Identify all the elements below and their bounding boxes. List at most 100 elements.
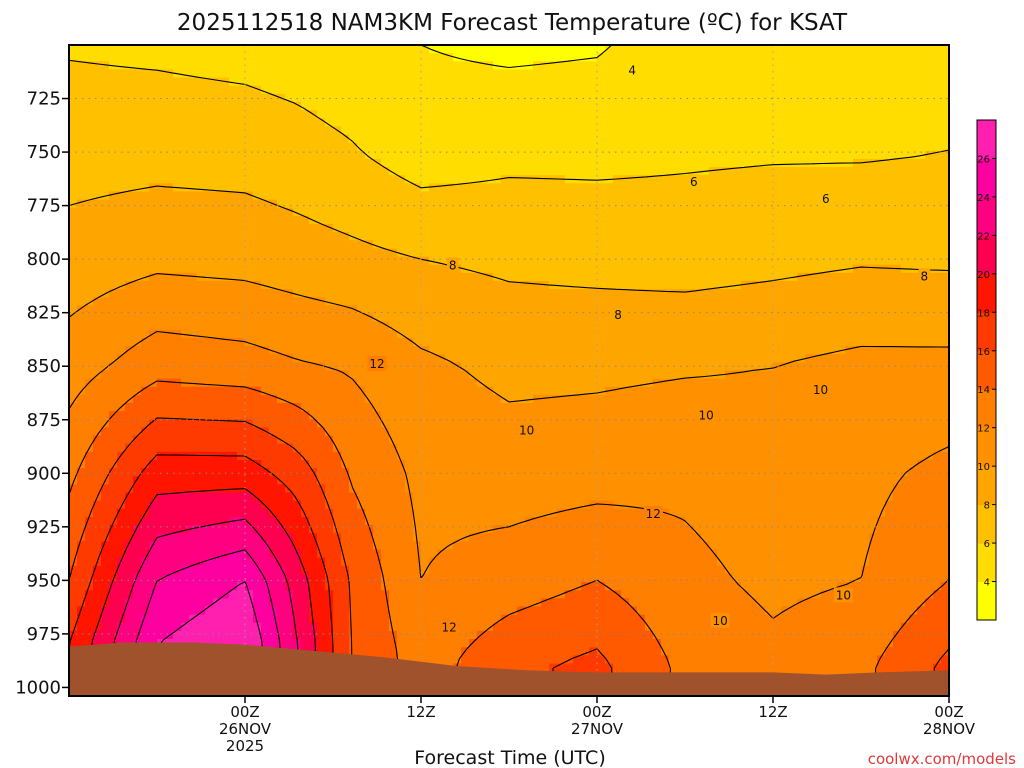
field-cell xyxy=(453,183,462,193)
field-cell xyxy=(173,394,182,404)
field-cell xyxy=(901,183,910,193)
field-cell xyxy=(365,403,374,412)
field-cell xyxy=(837,191,846,201)
field-cell xyxy=(469,370,478,380)
field-cell xyxy=(829,272,838,282)
field-cell xyxy=(749,69,758,79)
field-cell xyxy=(741,378,750,388)
field-cell xyxy=(413,61,422,71)
field-cell xyxy=(397,199,406,209)
field-cell xyxy=(293,264,302,274)
field-cell xyxy=(117,240,126,250)
field-cell xyxy=(581,215,590,225)
field-cell xyxy=(877,207,886,217)
field-cell xyxy=(885,191,894,201)
field-cell xyxy=(181,101,190,111)
field-cell xyxy=(757,207,766,217)
field-cell xyxy=(453,337,462,347)
field-cell xyxy=(701,297,710,306)
field-cell xyxy=(365,240,374,250)
field-cell xyxy=(437,240,446,250)
field-cell xyxy=(685,77,694,87)
field-cell xyxy=(741,85,750,95)
field-cell xyxy=(133,158,142,168)
field-cell xyxy=(589,199,598,209)
field-cell xyxy=(533,45,542,54)
field-cell xyxy=(797,354,806,363)
field-cell xyxy=(125,362,134,372)
field-cell xyxy=(629,45,638,54)
field-cell xyxy=(325,110,334,119)
field-cell xyxy=(493,93,502,103)
field-cell xyxy=(269,126,278,136)
field-cell xyxy=(525,313,534,323)
field-cell xyxy=(893,215,902,225)
field-cell xyxy=(701,232,710,241)
field-cell xyxy=(69,215,78,225)
field-cell xyxy=(533,85,542,95)
field-cell xyxy=(413,45,422,54)
field-cell xyxy=(717,264,726,274)
field-cell xyxy=(717,150,726,160)
field-cell xyxy=(621,313,630,323)
field-cell xyxy=(477,61,486,71)
field-cell xyxy=(381,378,390,388)
field-cell xyxy=(477,386,486,396)
field-cell xyxy=(605,101,614,111)
field-cell xyxy=(493,248,502,258)
field-cell xyxy=(381,134,390,144)
field-cell xyxy=(853,150,862,160)
field-cell xyxy=(709,403,718,412)
field-cell xyxy=(837,232,846,241)
field-cell xyxy=(413,362,422,372)
field-cell xyxy=(541,280,550,290)
field-cell xyxy=(445,240,454,250)
field-cell xyxy=(717,183,726,193)
field-cell xyxy=(477,85,486,95)
field-cell xyxy=(277,134,286,144)
field-cell xyxy=(525,248,534,258)
field-cell xyxy=(741,134,750,144)
field-cell xyxy=(781,313,790,323)
field-cell xyxy=(717,45,726,54)
field-cell xyxy=(645,289,654,298)
field-cell xyxy=(605,118,614,127)
field-cell xyxy=(85,61,94,71)
field-cell xyxy=(429,183,438,193)
field-cell xyxy=(925,134,934,144)
field-cell xyxy=(141,248,150,258)
field-cell xyxy=(597,378,606,388)
field-cell xyxy=(541,53,550,62)
field-cell xyxy=(893,362,902,372)
field-cell xyxy=(181,61,190,71)
field-cell xyxy=(741,305,750,315)
field-cell xyxy=(173,101,182,111)
field-cell xyxy=(389,183,398,193)
field-cell xyxy=(669,167,678,176)
field-cell xyxy=(797,248,806,258)
field-cell xyxy=(645,77,654,87)
field-cell xyxy=(741,45,750,54)
field-cell xyxy=(93,313,102,323)
field-cell xyxy=(725,321,734,331)
field-cell xyxy=(341,411,350,420)
field-cell xyxy=(525,150,534,160)
field-cell xyxy=(485,329,494,339)
field-cell xyxy=(341,126,350,136)
field-cell xyxy=(117,411,126,420)
field-cell xyxy=(845,305,854,315)
field-cell xyxy=(909,215,918,225)
field-cell xyxy=(117,248,126,258)
field-cell xyxy=(853,118,862,127)
field-cell xyxy=(269,272,278,282)
field-cell xyxy=(645,215,654,225)
field-cell xyxy=(229,53,238,62)
field-cell xyxy=(141,101,150,111)
field-cell xyxy=(549,175,558,184)
field-cell xyxy=(741,207,750,217)
field-cell xyxy=(221,354,230,363)
field-cell xyxy=(309,280,318,290)
field-cell xyxy=(333,370,342,380)
field-cell xyxy=(653,272,662,282)
field-cell xyxy=(429,45,438,54)
